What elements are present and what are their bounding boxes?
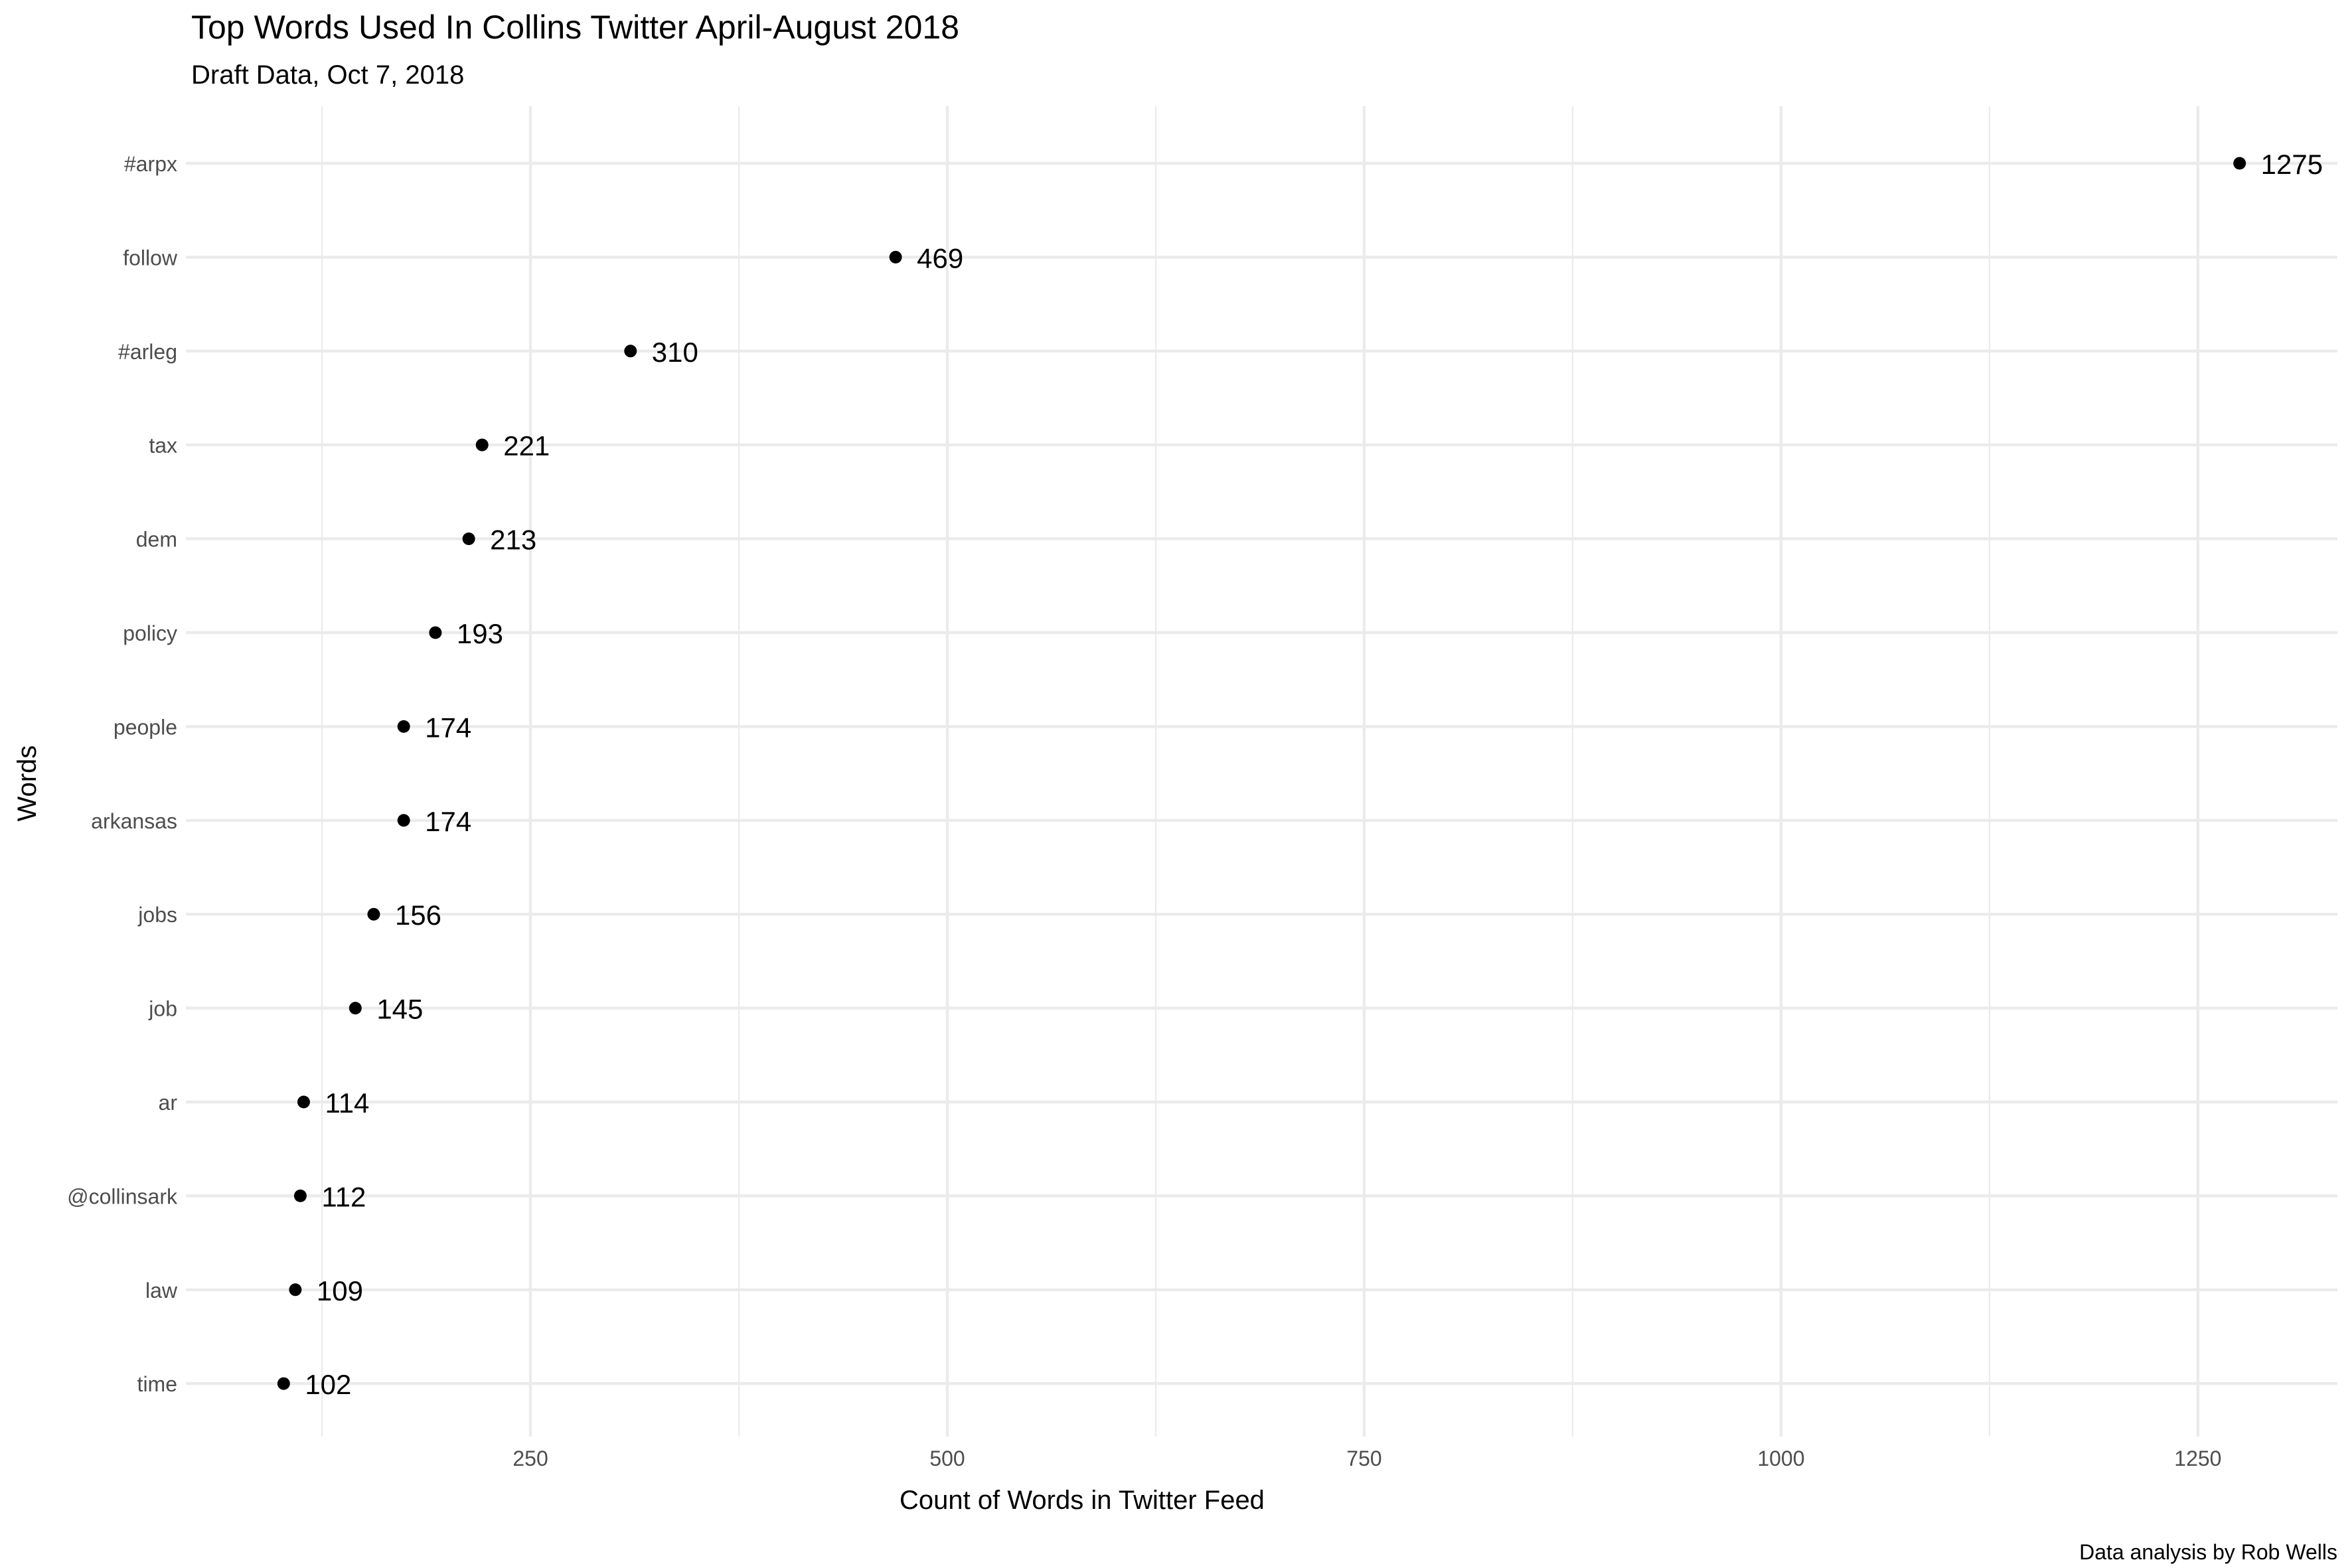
y-tick-label-9: job	[148, 997, 177, 1021]
y-tick-label-4: dem	[136, 528, 177, 552]
y-tick-label-13: time	[137, 1372, 177, 1396]
y-tick-label-0: #arpx	[124, 152, 177, 176]
data-label-11: 112	[321, 1181, 366, 1212]
x-tick-label-1: 500	[929, 1447, 965, 1470]
y-tick-label-5: policy	[123, 621, 177, 645]
data-label-5: 193	[457, 618, 503, 649]
x-tick-label-3: 1000	[1757, 1447, 1804, 1470]
y-axis-title: Words	[13, 745, 42, 822]
major-gridlines-x	[528, 106, 2200, 1437]
data-point-0	[2233, 157, 2246, 170]
y-tick-label-12: law	[145, 1279, 178, 1302]
data-point-5	[429, 626, 442, 639]
data-label-8: 156	[395, 900, 441, 931]
y-tick-label-10: ar	[159, 1091, 178, 1115]
y-axis-tick-labels: #arpx follow #arleg tax dem policy people arkan…	[67, 152, 178, 1396]
data-label-7: 174	[425, 806, 471, 837]
data-points	[277, 157, 2246, 1390]
chart-title: Top Words Used In Collins Twitter April-…	[191, 9, 959, 46]
data-label-12: 109	[317, 1275, 363, 1306]
data-label-9: 145	[376, 994, 423, 1025]
y-tick-label-6: people	[114, 715, 177, 739]
y-tick-label-3: tax	[149, 433, 177, 457]
x-tick-label-2: 750	[1346, 1447, 1381, 1470]
y-tick-label-7: arkansas	[91, 809, 177, 833]
data-point-4	[462, 532, 475, 546]
data-point-10	[297, 1095, 310, 1109]
x-tick-label-0: 250	[512, 1447, 548, 1470]
chart-subtitle: Draft Data, Oct 7, 2018	[191, 60, 464, 90]
major-gridlines-y	[186, 161, 2337, 1385]
y-tick-label-1: follow	[123, 246, 178, 270]
data-label-3: 221	[503, 430, 550, 461]
data-point-11	[293, 1189, 307, 1202]
y-tick-label-8: jobs	[137, 903, 177, 927]
x-tick-label-4: 1250	[2174, 1447, 2221, 1470]
data-point-13	[277, 1377, 290, 1390]
data-point-3	[475, 438, 489, 451]
data-labels: 1275 469 310 221 213 193 174 174 156 145 114 112 109…	[305, 149, 2323, 1400]
y-tick-label-11: @collinsark	[67, 1184, 178, 1208]
data-point-2	[624, 345, 637, 358]
data-point-7	[397, 814, 410, 827]
data-point-6	[397, 720, 410, 733]
data-point-8	[367, 907, 380, 921]
data-label-4: 213	[490, 524, 536, 556]
x-axis-title: Count of Words in Twitter Feed	[900, 1486, 1265, 1515]
data-point-9	[349, 1002, 362, 1015]
data-point-12	[289, 1283, 302, 1296]
data-label-10: 114	[325, 1087, 369, 1119]
y-tick-label-2: #arleg	[118, 340, 177, 364]
data-label-13: 102	[305, 1369, 351, 1400]
data-label-1: 469	[917, 242, 963, 274]
data-point-1	[889, 250, 902, 264]
minor-gridlines	[321, 106, 1991, 1437]
data-label-0: 1275	[2261, 149, 2323, 180]
data-label-2: 310	[652, 337, 698, 368]
caption: Data analysis by Rob Wells	[2079, 1540, 2337, 1564]
x-axis-tick-labels: 250 500 750 1000 1250	[512, 1447, 2221, 1470]
data-label-6: 174	[425, 712, 471, 743]
